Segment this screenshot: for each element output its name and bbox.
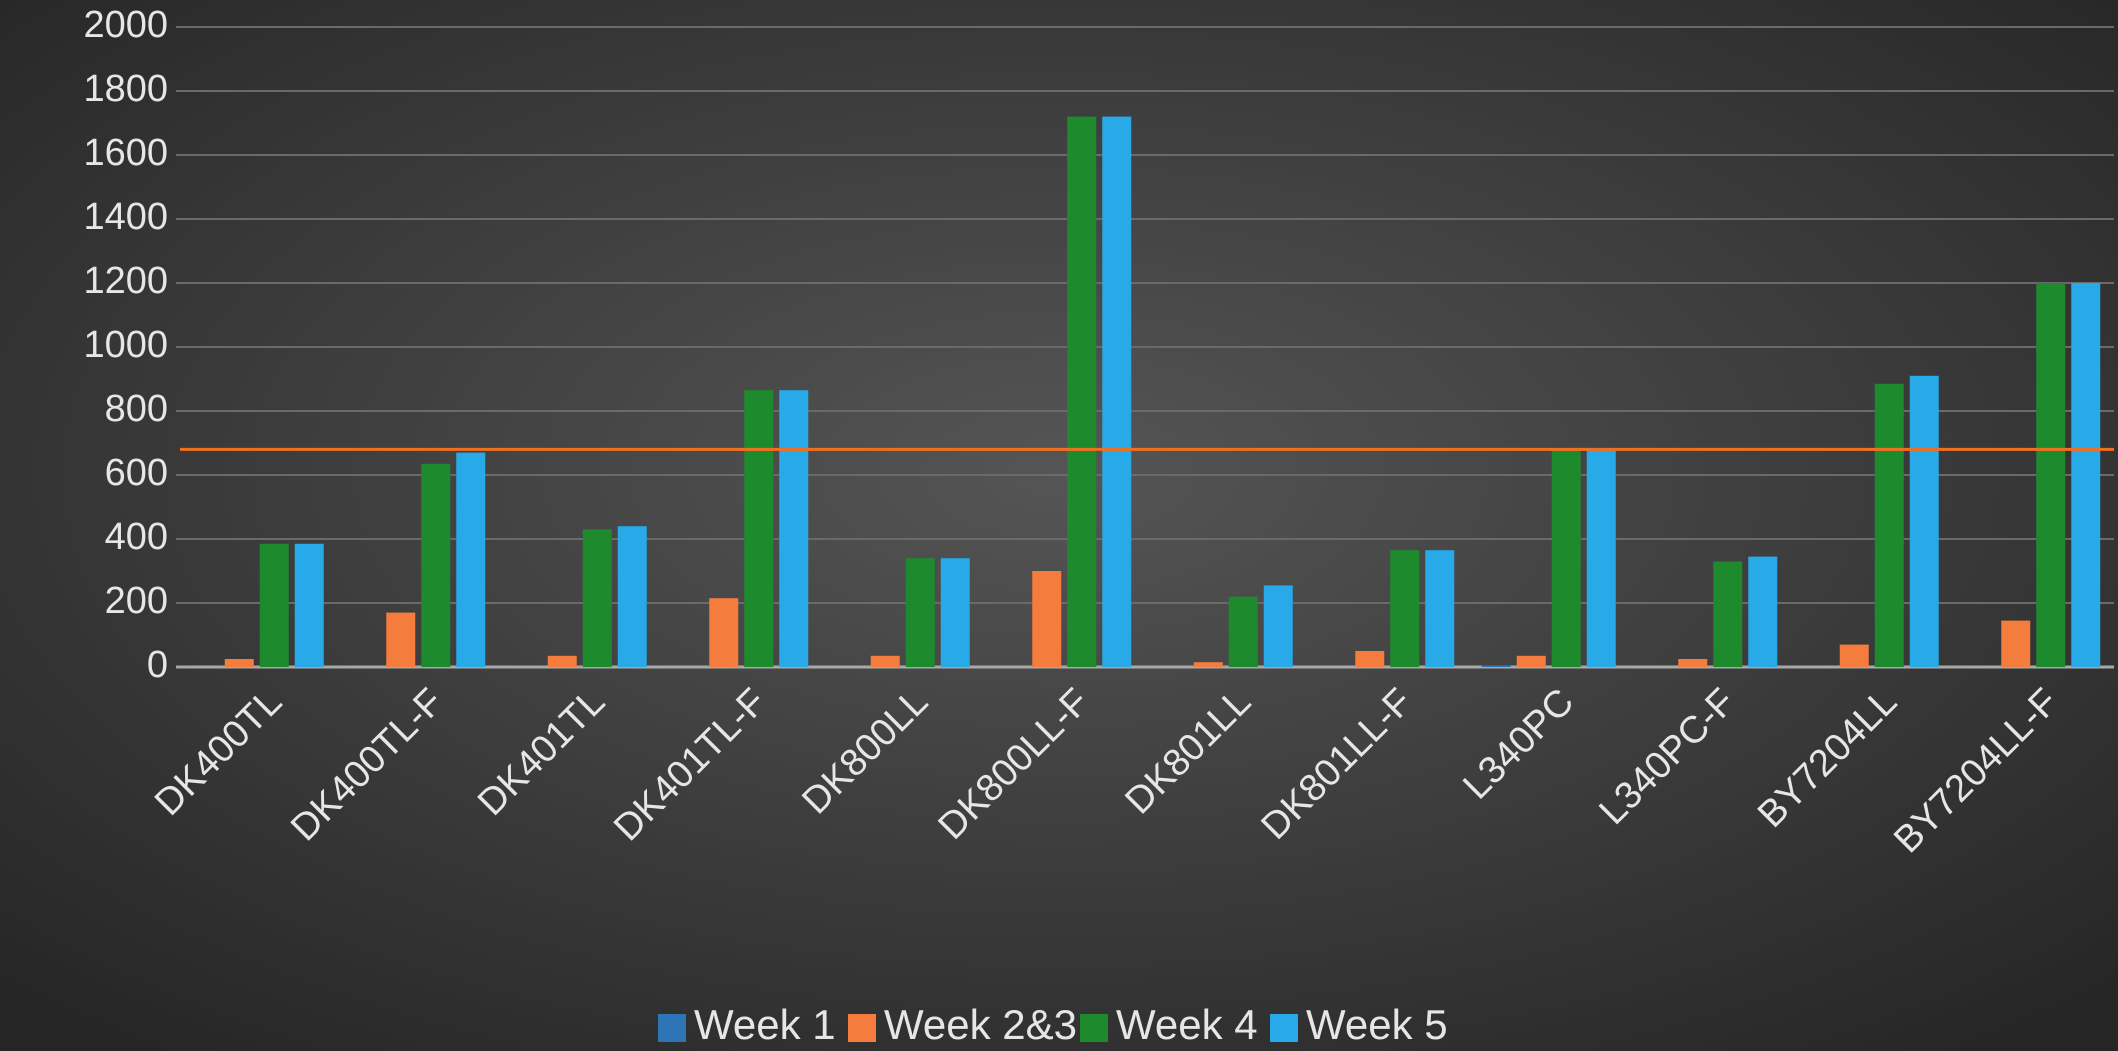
y-tick-label: 1800 bbox=[83, 68, 168, 110]
bar bbox=[1713, 561, 1743, 667]
legend-swatch bbox=[1080, 1014, 1108, 1042]
y-tick-label: 800 bbox=[105, 388, 168, 430]
bar bbox=[1228, 596, 1258, 667]
bar bbox=[1102, 116, 1132, 668]
bar bbox=[709, 598, 739, 667]
bar bbox=[1678, 659, 1708, 667]
bar bbox=[1874, 383, 1904, 667]
y-tick-label: 1600 bbox=[83, 132, 168, 174]
y-tick-label: 0 bbox=[147, 644, 168, 686]
legend-swatch bbox=[1270, 1014, 1298, 1042]
y-tick-label: 1400 bbox=[83, 196, 168, 238]
bar bbox=[1551, 449, 1581, 667]
bar bbox=[547, 655, 577, 667]
legend-label: Week 4 bbox=[1116, 1001, 1258, 1048]
y-tick-label: 400 bbox=[105, 516, 168, 558]
bar bbox=[1355, 651, 1385, 667]
bar bbox=[1909, 375, 1939, 667]
bar bbox=[617, 526, 647, 667]
bar bbox=[294, 543, 324, 667]
bar bbox=[870, 655, 900, 667]
y-tick-label: 2000 bbox=[83, 4, 168, 46]
bar bbox=[1390, 550, 1420, 667]
y-tick-label: 200 bbox=[105, 580, 168, 622]
bar bbox=[905, 558, 935, 667]
legend-label: Week 2&3 bbox=[884, 1001, 1077, 1048]
y-tick-label: 1000 bbox=[83, 324, 168, 366]
bar bbox=[1586, 449, 1616, 667]
bar bbox=[456, 452, 486, 667]
legend-swatch bbox=[658, 1014, 686, 1042]
bar bbox=[582, 529, 612, 667]
legend-swatch bbox=[848, 1014, 876, 1042]
bar bbox=[2001, 620, 2031, 667]
bar bbox=[1481, 665, 1511, 667]
y-tick-label: 600 bbox=[105, 452, 168, 494]
bar bbox=[779, 390, 809, 667]
bar bbox=[1263, 585, 1293, 667]
bar bbox=[744, 390, 774, 667]
bar bbox=[1067, 116, 1097, 668]
bar bbox=[259, 543, 289, 667]
bar bbox=[1748, 556, 1778, 667]
bar bbox=[1032, 571, 1062, 667]
bar bbox=[2071, 283, 2101, 667]
bar bbox=[1839, 644, 1869, 667]
legend-label: Week 5 bbox=[1306, 1001, 1448, 1048]
y-tick-label: 1200 bbox=[83, 260, 168, 302]
legend-label: Week 1 bbox=[694, 1001, 836, 1048]
bar bbox=[1516, 655, 1546, 667]
bar bbox=[2036, 283, 2066, 667]
bar bbox=[386, 612, 416, 667]
bar bbox=[1425, 550, 1455, 667]
bar bbox=[224, 659, 254, 667]
bar bbox=[1193, 662, 1223, 667]
bar bbox=[940, 558, 970, 667]
bar bbox=[421, 463, 451, 667]
